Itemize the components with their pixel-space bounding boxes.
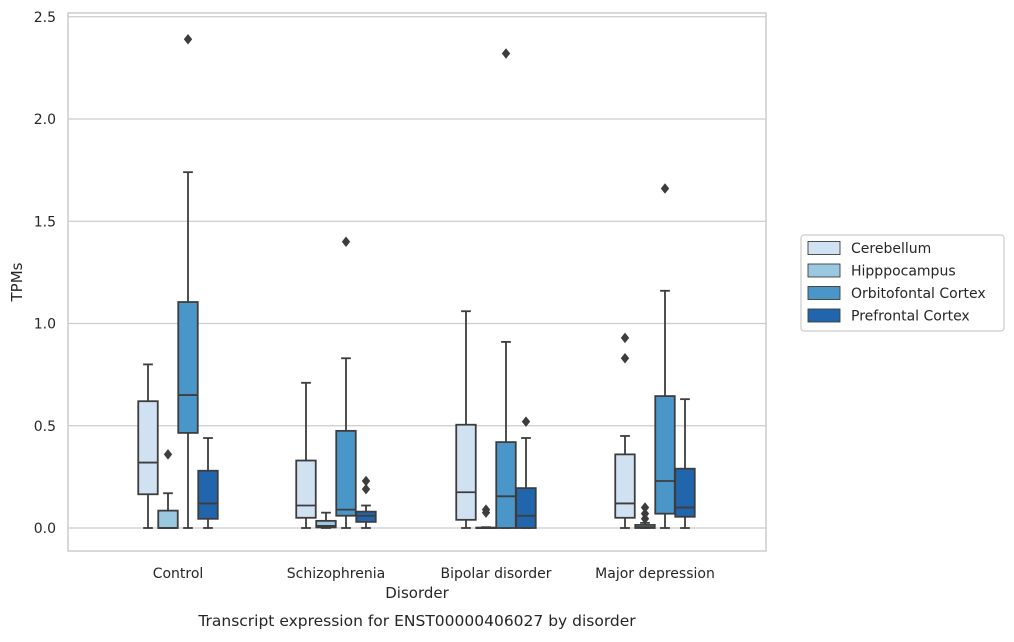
x-axis-label: Disorder: [385, 584, 449, 602]
box: [177, 301, 199, 434]
box: [654, 395, 676, 515]
outlier-point: [620, 353, 630, 364]
outlier-point: [341, 236, 351, 247]
box-group: [674, 398, 696, 529]
legend-swatch: [807, 263, 841, 278]
outlier-point: [183, 33, 193, 45]
legend-label: Cerebellum: [851, 241, 931, 257]
box-group: [137, 363, 159, 529]
x-tick-label: Schizophrenia: [287, 566, 385, 582]
plot-frame: [67, 12, 767, 552]
y-tick-label: 2.0: [34, 112, 56, 128]
box-group: [295, 381, 317, 529]
chart-caption: Transcript expression for ENST0000040602…: [197, 612, 636, 630]
outlier-point: [620, 332, 630, 344]
box-group: [495, 48, 517, 529]
legend-frame: [800, 234, 1005, 332]
outlier-point: [361, 475, 371, 487]
y-axis-label: TPMs: [8, 262, 26, 302]
box: [455, 423, 477, 521]
box: [197, 469, 219, 520]
box-group: [475, 504, 497, 529]
outlier-point: [361, 483, 371, 495]
outlier-point: [521, 416, 531, 427]
outlier-point: [163, 449, 173, 460]
outlier-point: [481, 504, 491, 515]
box-group: [455, 310, 477, 529]
outlier-point: [501, 48, 511, 59]
legend-label: Hipppocampus: [851, 264, 956, 280]
box-group: [335, 236, 357, 529]
legend-label: Prefrontal Cortex: [851, 309, 970, 325]
legend-swatch: [807, 308, 841, 323]
y-tick-label: 0.0: [34, 521, 56, 537]
box: [614, 453, 636, 519]
box-group: [315, 511, 337, 529]
legend-swatch: [807, 241, 841, 255]
box: [137, 400, 159, 496]
box: [674, 467, 696, 518]
x-tick-label: Bipolar disorder: [440, 566, 551, 582]
y-tick-label: 1.5: [34, 214, 56, 230]
x-tick-label: Control: [153, 566, 204, 582]
y-axis-ticks: 0.0 0.5 1.0 1.5 2.0 2.5: [34, 10, 56, 537]
legend: Cerebellum Hipppocampus Orbitofontal Corte…: [800, 234, 1005, 332]
box: [515, 487, 537, 529]
box-group: [634, 502, 656, 529]
box-group: [614, 332, 636, 529]
box: [355, 510, 377, 523]
box-group: [177, 33, 199, 529]
box: [335, 429, 357, 517]
legend-label: Orbitofontal Cortex: [851, 286, 986, 302]
box-group: [197, 437, 219, 529]
y-tick-label: 0.5: [34, 419, 56, 435]
box-group: [515, 416, 537, 529]
box: [295, 459, 317, 519]
box-group: [355, 475, 377, 529]
box: [495, 441, 517, 529]
legend-swatch: [807, 286, 841, 300]
box-series: [137, 33, 696, 529]
outlier-point: [660, 183, 670, 194]
y-tick-label: 2.5: [34, 10, 56, 26]
box: [315, 519, 337, 529]
box-group: [157, 449, 179, 529]
y-tick-label: 1.0: [34, 317, 56, 333]
outlier-point: [640, 508, 650, 519]
x-tick-label: Major depression: [595, 566, 715, 582]
box: [157, 509, 179, 529]
x-axis-ticks: Control Schizophrenia Bipolar disorder Majo…: [153, 566, 715, 582]
box-group: [654, 183, 676, 529]
outlier-point: [640, 502, 650, 513]
